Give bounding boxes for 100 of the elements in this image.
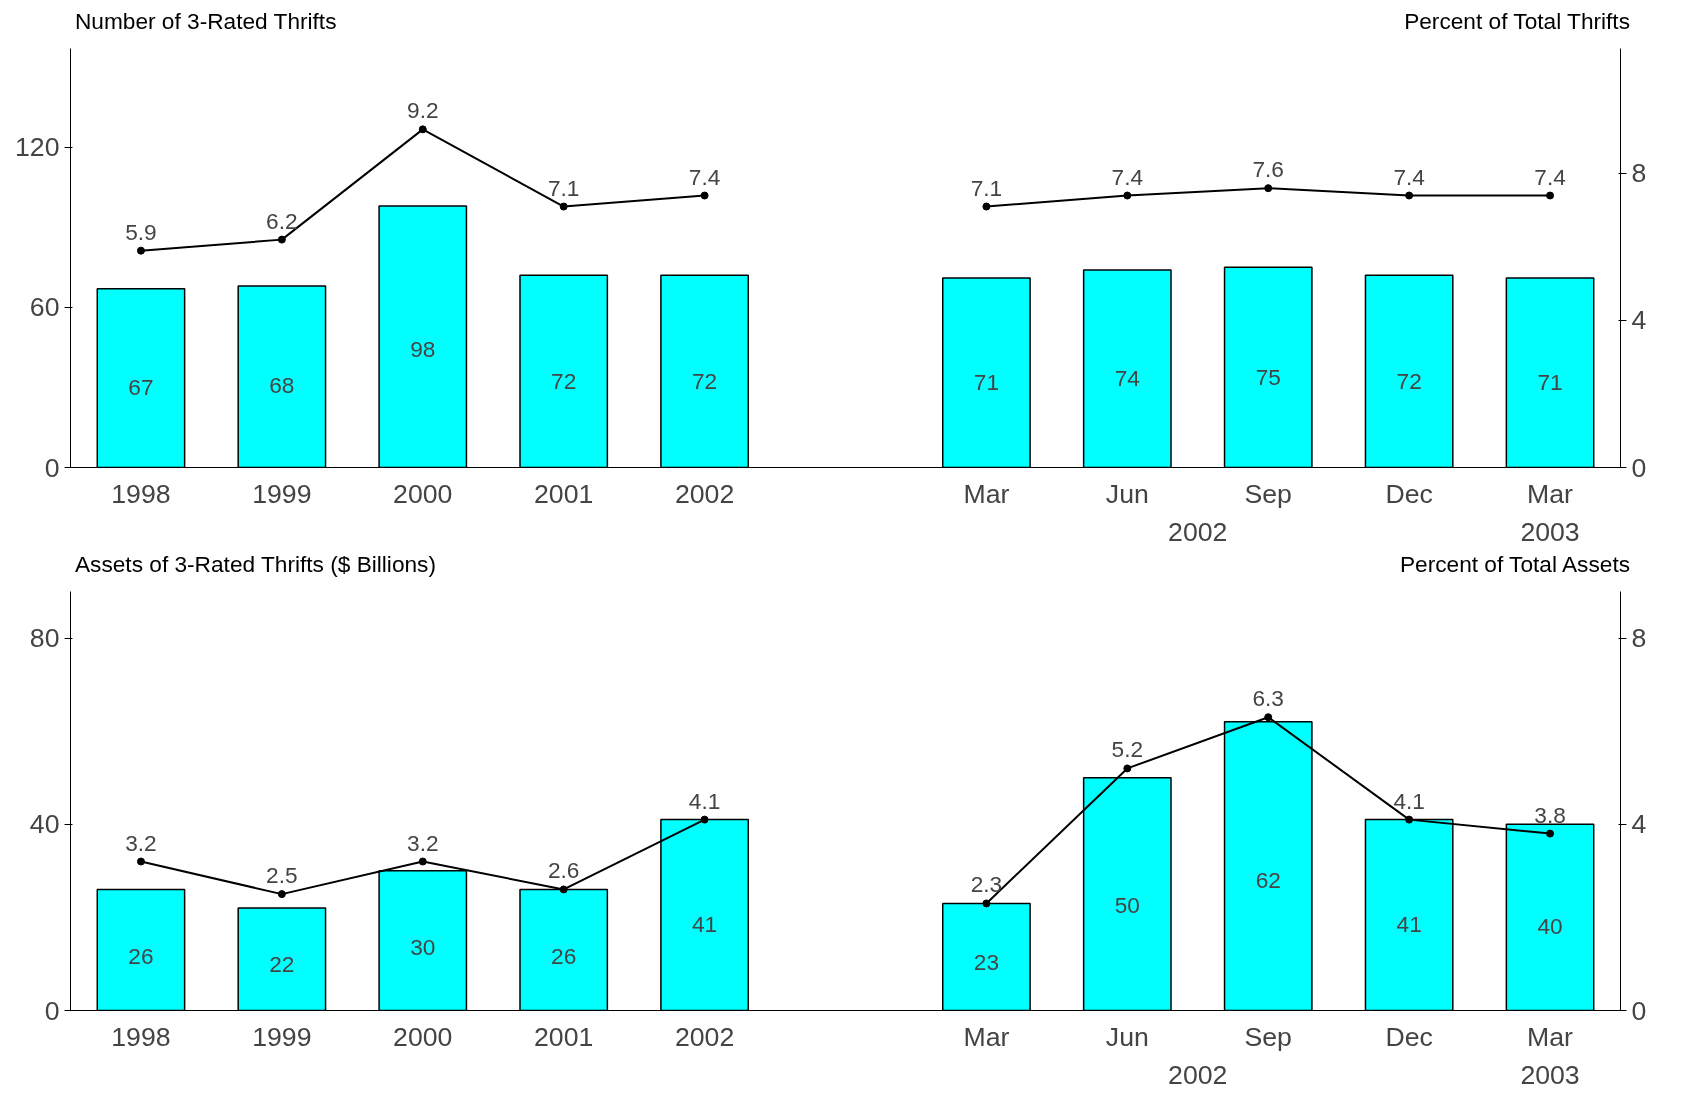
y-tick-label: 40 bbox=[29, 809, 60, 840]
data-label: 22 bbox=[269, 950, 295, 977]
data-label: 75 bbox=[1255, 363, 1281, 390]
data-label: 72 bbox=[551, 367, 577, 394]
data-label: 74 bbox=[1114, 365, 1140, 392]
data-label: 67 bbox=[128, 373, 154, 400]
text: 2002 bbox=[1168, 516, 1228, 547]
x-tick-label: Mar bbox=[963, 478, 1010, 509]
data-label: 2.5 bbox=[266, 862, 298, 889]
data-label: 5.9 bbox=[125, 218, 157, 245]
y2-tick-label: 0 bbox=[1631, 995, 1647, 1026]
x-tick-label: Dec bbox=[1385, 478, 1433, 509]
point bbox=[559, 885, 568, 894]
data-label: 7.4 bbox=[688, 163, 721, 190]
data-label: 68 bbox=[269, 372, 295, 399]
data-label: 71 bbox=[973, 368, 1000, 395]
point bbox=[277, 235, 286, 244]
data-label: 72 bbox=[691, 367, 718, 394]
point bbox=[277, 890, 286, 899]
y-tick-label: 80 bbox=[29, 623, 60, 654]
point bbox=[559, 202, 568, 211]
x-tick-label: 2001 bbox=[534, 478, 594, 509]
x-tick-label: 1999 bbox=[252, 1021, 312, 1052]
point bbox=[1264, 713, 1273, 722]
data-label: 30 bbox=[410, 934, 436, 961]
data-label: 7.4 bbox=[1393, 163, 1425, 190]
point bbox=[982, 899, 991, 908]
point bbox=[1546, 191, 1555, 200]
point bbox=[700, 191, 709, 200]
y-axis-title: Assets of 3-Rated Thrifts ($ Billions) bbox=[75, 550, 436, 579]
data-label: 26 bbox=[128, 942, 154, 969]
point bbox=[1123, 191, 1132, 200]
point bbox=[1405, 191, 1414, 200]
y-tick-label: 120 bbox=[15, 132, 60, 163]
y2-axis-title: Percent of Total Thrifts bbox=[1404, 7, 1630, 36]
data-label: 3.2 bbox=[125, 829, 157, 856]
data-label: 6.2 bbox=[266, 207, 298, 234]
data-label: 41 bbox=[691, 911, 718, 938]
point bbox=[982, 202, 991, 211]
data-label: 7.6 bbox=[1252, 156, 1284, 183]
y-axis-title: Number of 3-Rated Thrifts bbox=[75, 7, 337, 36]
data-label: 71 bbox=[1537, 368, 1563, 395]
x-tick-label: 2002 bbox=[674, 1021, 735, 1052]
y2-tick-label: 0 bbox=[1631, 452, 1647, 483]
data-label: 2.3 bbox=[970, 871, 1003, 898]
data-label: 40 bbox=[1537, 913, 1563, 940]
data-label: 9.2 bbox=[407, 97, 439, 124]
y-tick-label: 0 bbox=[44, 995, 60, 1026]
y-tick-label: 60 bbox=[29, 292, 60, 323]
data-label: 4.1 bbox=[1393, 787, 1425, 814]
point bbox=[1123, 764, 1132, 773]
x-tick-label: 1998 bbox=[111, 478, 171, 509]
x-tick-label: 2000 bbox=[393, 478, 453, 509]
x-tick-label: 1998 bbox=[111, 1021, 171, 1052]
point bbox=[700, 815, 709, 824]
text: 2003 bbox=[1520, 516, 1580, 547]
text: 2002 bbox=[1168, 1059, 1228, 1090]
y2-axis-title: Percent of Total Assets bbox=[1399, 550, 1630, 579]
data-label: 4.1 bbox=[688, 787, 721, 814]
x-tick-label: 1999 bbox=[252, 478, 312, 509]
data-label: 6.3 bbox=[1252, 685, 1284, 712]
x-tick-label: Sep bbox=[1244, 1021, 1292, 1052]
point bbox=[1264, 184, 1273, 193]
x-tick-label: 2001 bbox=[534, 1021, 594, 1052]
x-tick-label: Jun bbox=[1105, 1021, 1149, 1052]
data-label: 7.1 bbox=[970, 174, 1003, 201]
y2-tick-label: 8 bbox=[1631, 158, 1647, 189]
data-label: 41 bbox=[1396, 911, 1422, 938]
x-tick-label: Dec bbox=[1385, 1021, 1433, 1052]
point bbox=[418, 857, 427, 866]
data-label: 3.2 bbox=[407, 829, 439, 856]
x-tick-label: Mar bbox=[1527, 478, 1574, 509]
point bbox=[1405, 815, 1414, 824]
data-label: 7.4 bbox=[1534, 163, 1566, 190]
data-label: 72 bbox=[1396, 367, 1422, 394]
x-tick-label: 2000 bbox=[393, 1021, 453, 1052]
y2-tick-label: 4 bbox=[1631, 305, 1647, 336]
data-label: 50 bbox=[1114, 892, 1140, 919]
x-tick-label: Mar bbox=[1527, 1021, 1574, 1052]
data-label: 5.2 bbox=[1111, 736, 1144, 763]
data-label: 62 bbox=[1255, 867, 1281, 894]
y2-tick-label: 8 bbox=[1631, 623, 1647, 654]
x-tick-label: Jun bbox=[1105, 478, 1149, 509]
point bbox=[418, 125, 427, 134]
x-tick-label: Sep bbox=[1244, 478, 1292, 509]
point bbox=[136, 857, 145, 866]
x-tick-label: 2002 bbox=[674, 478, 735, 509]
data-label: 26 bbox=[551, 942, 577, 969]
point bbox=[1546, 829, 1555, 838]
data-label: 23 bbox=[973, 948, 1000, 975]
data-label: 7.1 bbox=[547, 174, 580, 201]
text: 2003 bbox=[1520, 1059, 1580, 1090]
data-label: 7.4 bbox=[1111, 163, 1144, 190]
data-label: 98 bbox=[410, 336, 436, 363]
point bbox=[136, 246, 145, 255]
data-label: 2.6 bbox=[547, 857, 580, 884]
x-tick-label: Mar bbox=[963, 1021, 1010, 1052]
y-tick-label: 0 bbox=[44, 452, 60, 483]
y2-tick-label: 4 bbox=[1631, 809, 1647, 840]
data-label: 3.8 bbox=[1534, 801, 1566, 828]
